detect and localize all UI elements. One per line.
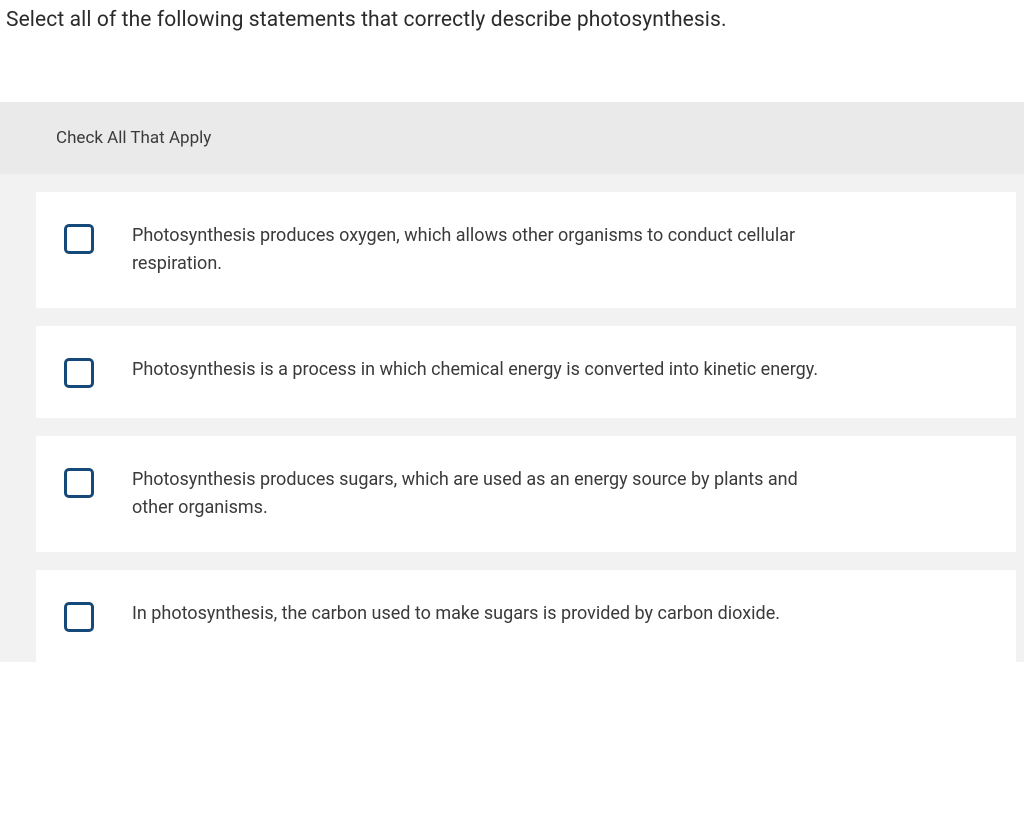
option-checkbox-2[interactable] (64, 358, 94, 388)
options-container: Photosynthesis produces oxygen, which al… (0, 192, 1024, 662)
option-text: Photosynthesis is a process in which che… (132, 356, 818, 384)
option-text: In photosynthesis, the carbon used to ma… (132, 600, 780, 628)
option-text: Photosynthesis produces sugars, which ar… (132, 466, 832, 522)
option-checkbox-1[interactable] (64, 224, 94, 254)
panel-header: Check All That Apply (0, 102, 1024, 174)
option-checkbox-3[interactable] (64, 468, 94, 498)
question-prompt: Select all of the following statements t… (0, 0, 1024, 32)
option-checkbox-4[interactable] (64, 602, 94, 632)
option-text: Photosynthesis produces oxygen, which al… (132, 222, 832, 278)
option-card[interactable]: Photosynthesis produces sugars, which ar… (36, 436, 1016, 552)
option-card[interactable]: Photosynthesis is a process in which che… (36, 326, 1016, 418)
option-card[interactable]: In photosynthesis, the carbon used to ma… (36, 570, 1016, 662)
answer-panel: Check All That Apply Photosynthesis prod… (0, 102, 1024, 662)
option-card[interactable]: Photosynthesis produces oxygen, which al… (36, 192, 1016, 308)
